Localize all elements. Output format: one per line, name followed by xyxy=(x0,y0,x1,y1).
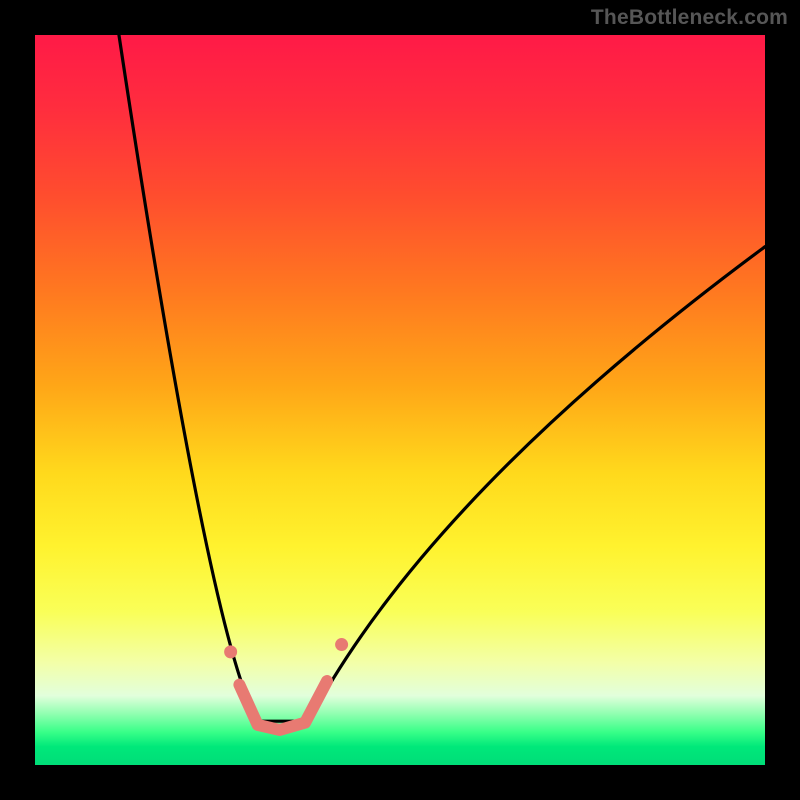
plot-background xyxy=(35,35,765,765)
valley-marker-dot xyxy=(335,638,348,651)
bottleneck-plot xyxy=(35,35,765,765)
valley-marker-dot xyxy=(224,645,237,658)
watermark-text: TheBottleneck.com xyxy=(591,6,788,30)
